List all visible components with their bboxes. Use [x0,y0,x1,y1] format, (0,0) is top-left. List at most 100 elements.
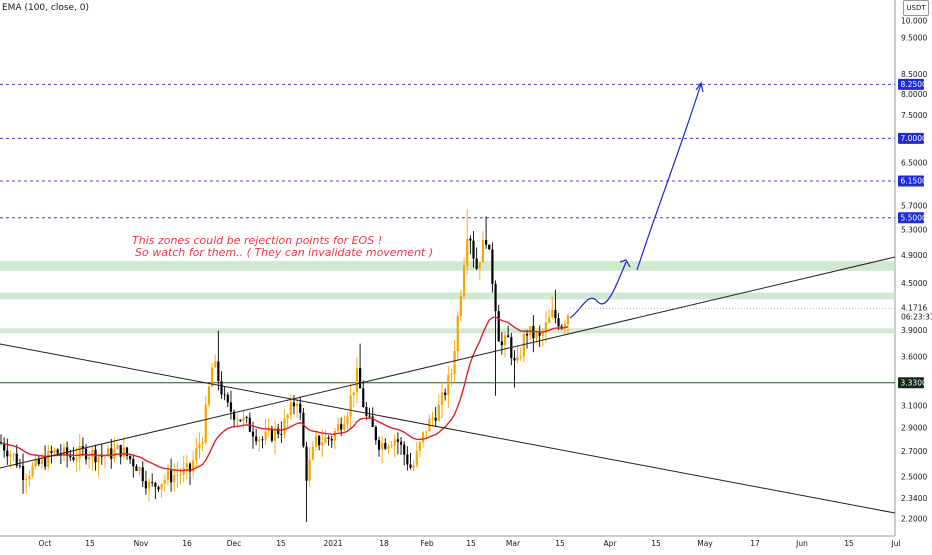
candle-body-84 [264,431,267,440]
y-tick-9.5000: 9.5000 [901,34,927,43]
candle-body-86 [270,428,273,441]
candle-body-63 [198,444,201,449]
x-tick-15-1: 15 [85,539,95,548]
candle-body-175 [551,309,554,318]
candle-body-102 [321,442,324,446]
candle-body-114 [359,368,362,389]
y-tick-2.9000: 2.9000 [901,424,927,433]
candle-body-90 [283,418,286,435]
candle-body-11 [34,459,37,467]
y-tick-7.5000: 7.5000 [901,111,927,120]
candle-body-159 [500,341,503,345]
countdown-text: 06:23:31 [901,313,932,322]
candle-body-89 [280,433,283,435]
forecast-curve [569,261,627,319]
candle-body-88 [277,428,280,434]
y-tick-3.6000: 3.6000 [901,353,927,362]
candle-body-44 [138,467,141,471]
candle-body-42 [132,459,135,467]
candle-body-65 [204,404,207,443]
candle-body-13 [40,458,44,465]
forecast-arrowhead-2 [695,81,704,93]
candle-body-73 [229,402,233,412]
candle-body-94 [296,403,299,407]
candle-body-0 [0,442,3,444]
candle-body-172 [541,332,544,336]
candle-body-143 [450,373,453,376]
candle-body-82 [258,439,261,442]
level-tag-6.1500 [898,175,924,187]
candle-body-3 [9,454,12,457]
candle-body-16 [50,451,53,453]
candle-body-34 [107,448,110,457]
x-tick-Dec-4: Dec [227,539,242,548]
y-tick-3.1000: 3.1000 [901,402,927,411]
x-tick-Mar-10: Mar [506,539,521,548]
candle-body-5 [15,453,18,466]
y-tick-5.3000: 5.3000 [901,225,927,234]
candle-body-125 [393,439,396,446]
candle-body-126 [396,439,399,442]
candle-body-62 [195,448,198,461]
candle-body-20 [62,447,66,455]
candle-body-43 [135,466,138,471]
x-tick-Apr-12: Apr [604,539,618,548]
candle-body-124 [390,445,393,447]
currency-badge[interactable]: USDT [903,0,929,16]
candle-body-149 [469,238,472,241]
candle-body-119 [374,426,377,441]
candle-body-61 [192,460,195,472]
candle-body-135 [425,431,428,433]
candle-body-110 [346,416,349,425]
candle-body-24 [75,458,78,460]
candle-body-12 [37,459,40,465]
candle-body-166 [522,334,525,357]
candle-body-9 [28,475,31,480]
candle-body-111 [349,395,352,417]
candle-body-67 [210,367,214,387]
candle-body-78 [245,417,248,418]
candle-body-83 [261,439,264,441]
y-tick-4.5000: 4.5000 [901,279,927,288]
candle-body-22 [69,455,72,458]
x-tick-15-11: 15 [555,539,565,548]
forecast-arrowhead-1 [619,259,631,268]
y-tick-3.9000: 3.9000 [901,326,927,335]
candle-body-165 [519,356,522,358]
candle-body-35 [110,448,113,459]
candle-body-130 [409,464,412,468]
candle-body-104 [327,437,330,439]
x-tick-18-7: 18 [379,539,389,548]
candle-body-81 [255,436,258,442]
candle-body-176 [554,309,557,319]
candle-body-155 [488,244,491,250]
candle-body-153 [481,240,485,263]
price-axis-panel [895,0,932,550]
x-tick-2021-6: 2021 [323,539,342,548]
candle-body-97 [305,446,308,481]
candle-body-150 [472,240,475,259]
candle-body-55 [173,475,176,483]
annotation-line-2: So watch for them.. ( They can invalidat… [135,246,433,259]
level-tag-3.3300 [898,377,924,389]
candle-body-106 [333,431,336,441]
candle-body-167 [525,334,529,336]
annotation-line-1: This zones could be rejection points for… [132,234,382,247]
candle-body-53 [166,470,170,480]
candle-body-60 [188,463,192,472]
y-tick-8.0000: 8.0000 [901,90,927,99]
candle-body-179 [563,323,566,328]
indicator-label[interactable]: EMA (100, close, 0) [2,3,90,13]
candle-body-138 [434,417,437,421]
candle-body-134 [422,432,425,443]
candle-body-105 [330,438,333,441]
candle-body-72 [226,394,229,403]
candle-body-57 [179,474,182,476]
candle-body-131 [412,465,415,468]
x-tick-15-13: 15 [651,539,661,548]
candle-body-56 [176,474,179,476]
candle-body-70 [220,381,223,395]
zone-2 [0,328,895,334]
